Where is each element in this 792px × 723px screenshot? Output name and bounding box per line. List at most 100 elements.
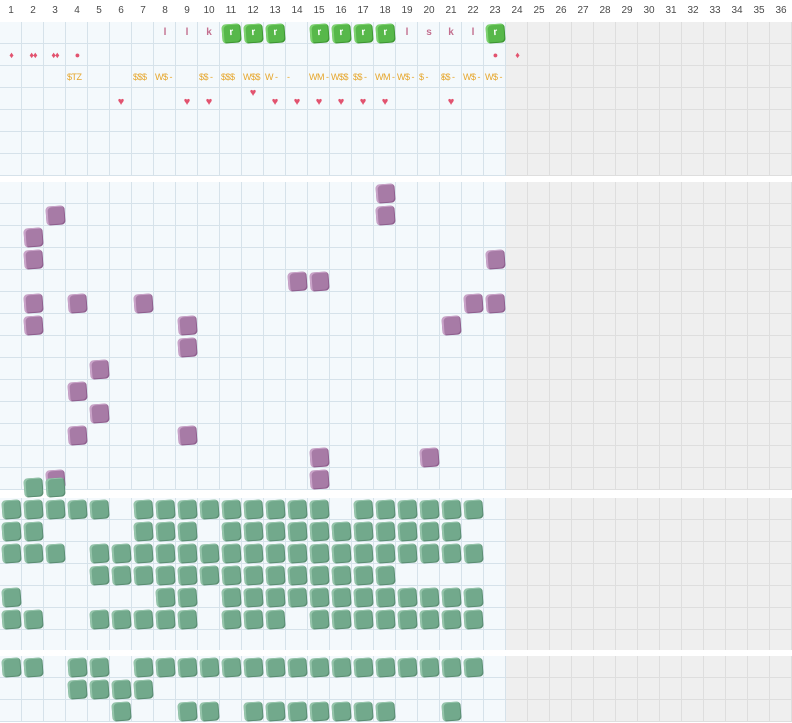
- grid-cell[interactable]: [572, 542, 594, 564]
- grid-cell[interactable]: [352, 358, 374, 380]
- grid-cell[interactable]: [220, 358, 242, 380]
- grid-cell[interactable]: [176, 270, 198, 292]
- grid-cell[interactable]: [44, 66, 66, 88]
- purple-tile[interactable]: [463, 293, 484, 314]
- green-tile[interactable]: [89, 609, 110, 630]
- green-tile[interactable]: [1, 587, 22, 608]
- grid-cell[interactable]: [88, 44, 110, 66]
- grid-cell[interactable]: [550, 700, 572, 722]
- grid-cell[interactable]: [374, 292, 396, 314]
- grid-cell[interactable]: [660, 270, 682, 292]
- grid-cell[interactable]: [462, 226, 484, 248]
- grid-cell[interactable]: [660, 66, 682, 88]
- green-tile[interactable]: [45, 477, 66, 498]
- grid-cell[interactable]: [220, 424, 242, 446]
- grid-cell[interactable]: [264, 88, 286, 110]
- grid-cell[interactable]: [704, 88, 726, 110]
- grid-cell[interactable]: [462, 110, 484, 132]
- grid-cell[interactable]: [220, 182, 242, 204]
- grid-cell[interactable]: [704, 380, 726, 402]
- grid-cell[interactable]: [682, 700, 704, 722]
- grid-cell[interactable]: [704, 656, 726, 678]
- grid-cell[interactable]: [484, 656, 506, 678]
- grid-cell[interactable]: [770, 498, 792, 520]
- grid-cell[interactable]: [638, 608, 660, 630]
- green-tile[interactable]: [155, 609, 176, 630]
- grid-cell[interactable]: [704, 402, 726, 424]
- grid-cell[interactable]: [88, 270, 110, 292]
- purple-tile[interactable]: [309, 271, 330, 292]
- grid-cell[interactable]: [242, 678, 264, 700]
- grid-cell[interactable]: [396, 424, 418, 446]
- grid-cell[interactable]: [374, 66, 396, 88]
- grid-cell[interactable]: [286, 88, 308, 110]
- grid-cell[interactable]: [66, 66, 88, 88]
- green-tile[interactable]: [353, 657, 374, 678]
- grid-cell[interactable]: [88, 380, 110, 402]
- grid-cell[interactable]: [132, 446, 154, 468]
- grid-cell[interactable]: [286, 182, 308, 204]
- grid-cell[interactable]: [286, 110, 308, 132]
- grid-cell[interactable]: [748, 678, 770, 700]
- grid-cell[interactable]: [704, 182, 726, 204]
- grid-cell[interactable]: [440, 358, 462, 380]
- grid-cell[interactable]: [726, 468, 748, 490]
- grid-cell[interactable]: [176, 248, 198, 270]
- grid-cell[interactable]: [374, 314, 396, 336]
- purple-tile[interactable]: [485, 293, 506, 314]
- grid-cell[interactable]: [594, 182, 616, 204]
- grid-cell[interactable]: [594, 656, 616, 678]
- grid-cell[interactable]: [0, 110, 22, 132]
- purple-tile[interactable]: [419, 447, 440, 468]
- grid-cell[interactable]: [352, 630, 374, 652]
- grid-cell[interactable]: [396, 132, 418, 154]
- grid-cell[interactable]: [572, 402, 594, 424]
- grid-cell[interactable]: [616, 520, 638, 542]
- grid-cell[interactable]: [506, 630, 528, 652]
- grid-cell[interactable]: [440, 424, 462, 446]
- grid-cell[interactable]: [660, 586, 682, 608]
- green-tile[interactable]: [1, 499, 22, 520]
- green-tile[interactable]: [375, 521, 396, 542]
- grid-cell[interactable]: [418, 380, 440, 402]
- grid-cell[interactable]: [682, 564, 704, 586]
- green-tile[interactable]: [331, 587, 352, 608]
- grid-cell[interactable]: [506, 182, 528, 204]
- grid-cell[interactable]: [638, 656, 660, 678]
- grid-cell[interactable]: [132, 44, 154, 66]
- grid-cell[interactable]: [726, 586, 748, 608]
- grid-cell[interactable]: [748, 154, 770, 176]
- grid-cell[interactable]: [726, 66, 748, 88]
- grid-cell[interactable]: [418, 564, 440, 586]
- grid-cell[interactable]: [66, 520, 88, 542]
- grid-cell[interactable]: [572, 270, 594, 292]
- grid-cell[interactable]: [22, 564, 44, 586]
- purple-tile[interactable]: [67, 425, 88, 446]
- grid-cell[interactable]: [264, 270, 286, 292]
- grid-cell[interactable]: [528, 564, 550, 586]
- green-tile[interactable]: [375, 565, 396, 586]
- grid-cell[interactable]: [748, 446, 770, 468]
- grid-cell[interactable]: [484, 358, 506, 380]
- green-tile[interactable]: [23, 521, 44, 542]
- green-tile[interactable]: [441, 587, 462, 608]
- grid-cell[interactable]: [726, 270, 748, 292]
- grid-cell[interactable]: [242, 402, 264, 424]
- grid-cell[interactable]: [198, 182, 220, 204]
- grid-cell[interactable]: [638, 110, 660, 132]
- grid-cell[interactable]: [704, 22, 726, 44]
- grid-cell[interactable]: [726, 608, 748, 630]
- grid-cell[interactable]: [330, 336, 352, 358]
- grid-cell[interactable]: [726, 498, 748, 520]
- grid-cell[interactable]: [88, 446, 110, 468]
- grid-cell[interactable]: [528, 248, 550, 270]
- grid-cell[interactable]: [506, 22, 528, 44]
- grid-cell[interactable]: [154, 424, 176, 446]
- grid-cell[interactable]: [220, 88, 242, 110]
- grid-cell[interactable]: [198, 44, 220, 66]
- grid-cell[interactable]: [264, 380, 286, 402]
- grid-cell[interactable]: [154, 88, 176, 110]
- grid-cell[interactable]: [22, 270, 44, 292]
- grid-cell[interactable]: [44, 292, 66, 314]
- grid-cell[interactable]: [550, 66, 572, 88]
